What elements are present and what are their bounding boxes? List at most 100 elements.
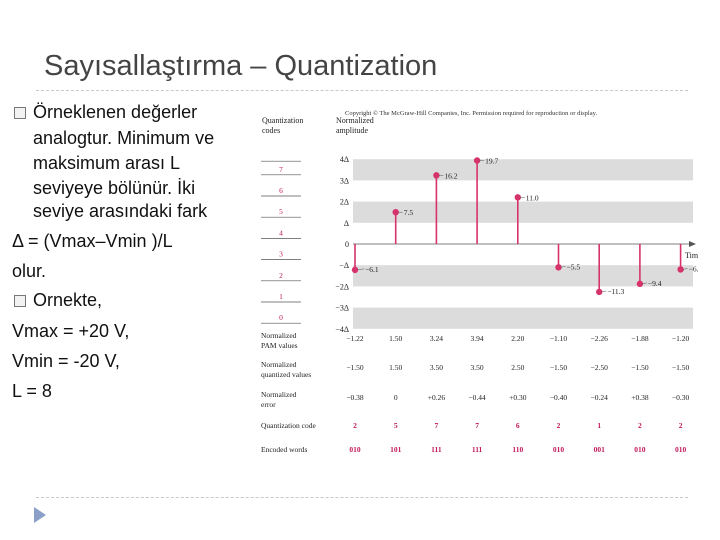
time-label: Time — [685, 251, 698, 260]
table-cell: 001 — [594, 445, 606, 454]
table-row-label: error — [261, 400, 276, 409]
table-cell: 010 — [634, 445, 646, 454]
quantization-code-label: 6 — [279, 186, 283, 195]
table-cell: 101 — [390, 445, 402, 454]
vmin-line: Vmin = -20 V, — [12, 351, 120, 371]
table-cell: 0 — [394, 393, 398, 402]
vmax-line: Vmax = +20 V, — [12, 321, 130, 341]
table-cell: 5 — [394, 421, 398, 430]
time-axis-arrowhead — [689, 241, 696, 247]
body-line-3: maksimum arası L — [33, 153, 181, 173]
amplitude-tick-label: −2Δ — [335, 282, 349, 291]
table-cell: −0.24 — [591, 393, 609, 402]
table-cell: −1.50 — [631, 363, 649, 372]
table-row-label: quantized values — [261, 370, 311, 379]
table-cell: −1.50 — [672, 363, 690, 372]
amplitude-tick-label: −Δ — [339, 261, 349, 270]
table-cell: −1.22 — [346, 334, 364, 343]
levels-line: L = 8 — [12, 381, 52, 401]
table-cell: 2.50 — [511, 363, 524, 372]
body-line-olur: olur. — [12, 261, 47, 281]
bullet-marker — [14, 107, 26, 119]
body-line-1: Örneklenen değerler — [33, 102, 198, 122]
value-leader — [356, 268, 365, 271]
sample-point — [677, 266, 684, 273]
sample-value-label: −5.5 — [567, 262, 581, 271]
table-cell: 111 — [431, 445, 442, 454]
value-leader — [560, 266, 566, 268]
slide-title: Sayısallaştırma – Quantization — [44, 50, 438, 82]
bullet-marker — [14, 295, 26, 307]
sample-value-label: 16.2 — [444, 171, 457, 180]
table-cell: −2.50 — [591, 363, 609, 372]
table-cell: 3.24 — [430, 334, 443, 343]
table-cell: −0.40 — [550, 393, 568, 402]
sample-value-label: 19.7 — [485, 156, 498, 165]
body-line-2: analogtur. Minimum ve — [33, 128, 215, 148]
amplitude-axis: 4Δ 3Δ 2Δ Δ 0 −Δ −2Δ −3Δ −4Δ — [335, 155, 696, 334]
table-cell: −1.50 — [550, 363, 568, 372]
sample-value-label: −6.0 — [689, 264, 698, 273]
table-cell: 2 — [679, 421, 683, 430]
table-cell: 3.50 — [471, 363, 484, 372]
sample-point — [473, 157, 481, 164]
sample-point — [596, 288, 603, 296]
table-row-label: Normalized — [261, 390, 297, 399]
delta-formula: Δ = (Vmax–Vmin )/L — [12, 231, 173, 251]
amplitude-band — [353, 307, 693, 329]
copyright-note: Copyright © The McGraw-Hill Companies, I… — [345, 110, 597, 117]
amplitude-header-2: amplitude — [336, 126, 368, 135]
table-cell: 2 — [557, 421, 561, 430]
amplitude-tick-label: −3Δ — [335, 304, 349, 313]
table-row-label: PAM values — [261, 341, 298, 350]
sample-value-label: −6.1 — [365, 265, 379, 274]
sample-point — [351, 266, 359, 274]
quantization-code-label: 1 — [279, 292, 283, 301]
value-leader — [682, 268, 688, 270]
table-cell: −1.88 — [631, 334, 649, 343]
sample-value-label: −9.4 — [648, 279, 662, 288]
table-cell: 6 — [516, 421, 520, 430]
amplitude-tick-label: Δ — [344, 219, 349, 228]
table-cell: 110 — [512, 445, 523, 454]
table-cell: −0.30 — [672, 393, 690, 402]
table-cell: 1 — [597, 421, 601, 430]
table-cell: 010 — [553, 445, 565, 454]
table-row-label: Normalized — [261, 331, 297, 340]
table-cell: 010 — [675, 445, 687, 454]
sample-value-label: 11.0 — [526, 193, 539, 202]
codes-header-2: codes — [262, 126, 280, 135]
table-cell: 7 — [475, 421, 479, 430]
body-line-5: seviye arasındaki fark — [33, 201, 208, 221]
table-cell: 111 — [472, 445, 483, 454]
sample-point — [636, 280, 644, 288]
table-cell: +0.26 — [428, 393, 446, 402]
quantization-chart: 4Δ 3Δ 2Δ Δ 0 −Δ −2Δ −3Δ −4Δ Copyright © The McGr… — [261, 110, 702, 454]
table-row-label: Encoded words — [261, 445, 308, 454]
table-cell: 7 — [435, 421, 439, 430]
table-cell: −1.10 — [550, 334, 568, 343]
table-cell: 010 — [349, 445, 361, 454]
amplitude-tick-label: −4Δ — [335, 325, 349, 334]
sample-value-label: −11.3 — [607, 287, 624, 296]
table-row-label: Quantization code — [261, 421, 316, 430]
quantization-code-label: 7 — [279, 165, 283, 174]
title-divider — [36, 90, 688, 91]
amplitude-tick-label: 0 — [345, 240, 349, 249]
table-row-label: Normalized — [261, 360, 297, 369]
sample-point — [392, 209, 399, 216]
quantization-figure: 4Δ 3Δ 2Δ Δ 0 −Δ −2Δ −3Δ −4Δ Copyright © The McGr… — [253, 100, 702, 470]
body-line-4: seviyeye bölünür. İki — [33, 178, 196, 198]
next-arrow-icon[interactable] — [32, 506, 48, 524]
table-cell: +0.30 — [509, 393, 527, 402]
table-cell: 1.50 — [389, 363, 402, 372]
table-cell: +0.38 — [631, 393, 649, 402]
value-leader — [641, 282, 647, 285]
sample-point — [555, 264, 562, 271]
shaded-bands — [353, 159, 693, 329]
sample-stems: −6.1 7.5 16.2 19.7 11.0 −5.5 −11.3 −9.4 −6.0 — [351, 156, 702, 296]
table-cell: −0.38 — [346, 393, 364, 402]
table-cell: 1.50 — [389, 334, 402, 343]
table-cell: 2.20 — [511, 334, 524, 343]
